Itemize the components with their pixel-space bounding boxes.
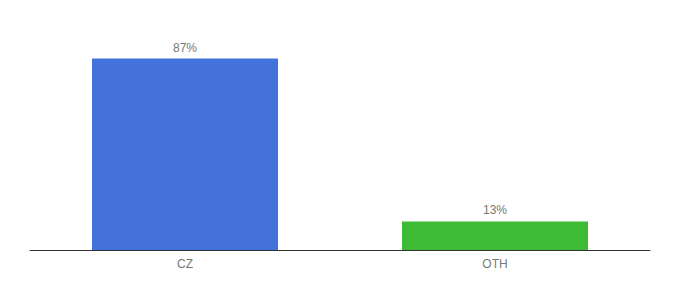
svg-text:13%: 13% <box>483 203 507 217</box>
svg-text:OTH: OTH <box>482 257 507 271</box>
svg-text:87%: 87% <box>173 41 197 55</box>
svg-text:CZ: CZ <box>177 257 193 271</box>
